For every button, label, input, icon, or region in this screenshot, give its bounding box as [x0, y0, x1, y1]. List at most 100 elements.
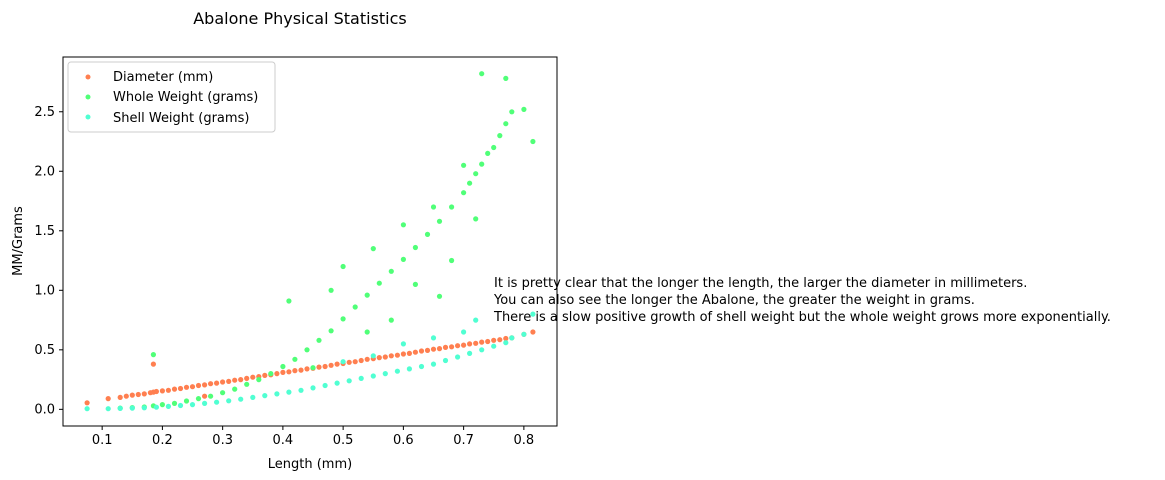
data-point: [280, 369, 286, 375]
data-point: [509, 109, 515, 115]
data-point: [436, 293, 443, 299]
data-point: [298, 387, 304, 393]
x-tick-label: 0.8: [514, 433, 535, 448]
data-point: [436, 218, 443, 224]
data-point: [84, 406, 90, 412]
data-point: [352, 304, 358, 310]
annotation-line-2: You can also see the longer the Abalone,…: [493, 293, 975, 308]
data-point: [316, 364, 322, 370]
data-point: [141, 405, 147, 411]
data-point: [195, 382, 202, 389]
data-point: [491, 144, 497, 151]
data-point: [412, 349, 418, 355]
data-point: [521, 331, 527, 337]
y-tick-label: 2.0: [34, 164, 55, 179]
data-point: [334, 361, 340, 367]
data-point: [286, 389, 292, 395]
legend-label-whole-weight: Whole Weight (grams): [113, 90, 258, 105]
data-point: [268, 371, 274, 377]
data-point: [153, 404, 159, 410]
data-point: [250, 394, 256, 400]
data-point: [165, 387, 171, 393]
data-point: [358, 375, 364, 381]
data-point: [117, 394, 123, 400]
data-point: [220, 390, 226, 396]
data-point: [286, 298, 292, 304]
data-point: [473, 340, 479, 346]
data-point: [521, 106, 527, 112]
data-point: [455, 354, 461, 360]
data-point: [280, 363, 286, 370]
data-point: [400, 341, 406, 347]
data-point: [328, 362, 334, 368]
data-point: [177, 402, 184, 409]
data-point: [455, 343, 461, 349]
data-point: [382, 371, 388, 377]
data-point: [129, 392, 135, 398]
data-point: [238, 396, 244, 402]
data-point: [171, 400, 178, 406]
data-point: [479, 161, 485, 167]
data-point: [491, 337, 497, 343]
data-point: [449, 344, 455, 350]
data-point: [436, 346, 443, 352]
data-point: [105, 396, 111, 402]
data-point: [304, 347, 310, 353]
data-point: [467, 350, 473, 356]
data-point: [202, 393, 208, 399]
data-point: [473, 216, 479, 222]
data-point: [292, 368, 298, 374]
data-point: [473, 171, 479, 177]
legend-box: [67, 61, 276, 133]
data-point: [424, 231, 431, 237]
data-point: [388, 317, 394, 323]
data-point: [400, 351, 406, 357]
data-point: [394, 352, 400, 358]
data-point: [250, 374, 256, 380]
data-point: [530, 138, 536, 145]
data-point: [328, 287, 334, 293]
data-point: [364, 356, 370, 362]
data-point: [418, 348, 425, 354]
data-point: [220, 379, 226, 385]
data-point: [150, 361, 156, 367]
data-point: [364, 329, 370, 335]
series-diameter-mm: [84, 329, 536, 406]
data-point: [430, 346, 437, 352]
data-point: [322, 382, 328, 389]
data-point: [503, 335, 509, 342]
data-point: [430, 204, 437, 210]
data-point: [202, 400, 208, 406]
data-point: [485, 338, 491, 345]
data-point: [340, 359, 346, 365]
data-point: [479, 347, 485, 353]
data-point: [208, 381, 214, 387]
data-point: [442, 344, 449, 350]
x-tick-label: 0.6: [393, 433, 414, 448]
data-point: [449, 257, 455, 264]
y-tick-label: 0.0: [34, 402, 55, 417]
data-point: [177, 385, 184, 392]
data-point: [117, 405, 123, 411]
data-point: [406, 366, 412, 372]
axes-frame: [62, 56, 558, 427]
data-point: [340, 316, 346, 322]
data-point: [530, 329, 536, 335]
legend-label-shell-weight: Shell Weight (grams): [113, 111, 249, 126]
annotation-line-1: It is pretty clear that the longer the l…: [494, 276, 1027, 291]
chart-title: Abalone Physical Statistics: [193, 9, 407, 28]
legend-label-diameter: Diameter (mm): [113, 70, 213, 85]
data-point: [171, 386, 178, 392]
data-point: [430, 361, 437, 367]
data-point: [461, 190, 467, 196]
data-point: [485, 150, 491, 156]
x-axis-label: Length (mm): [268, 457, 352, 472]
data-point: [304, 366, 310, 372]
data-point: [461, 329, 467, 335]
data-point: [310, 365, 316, 371]
series-shell-weight-grams: [84, 311, 536, 412]
x-tick-label: 0.4: [273, 433, 294, 448]
data-point: [503, 121, 509, 127]
data-point: [442, 357, 449, 364]
data-point: [189, 384, 196, 390]
